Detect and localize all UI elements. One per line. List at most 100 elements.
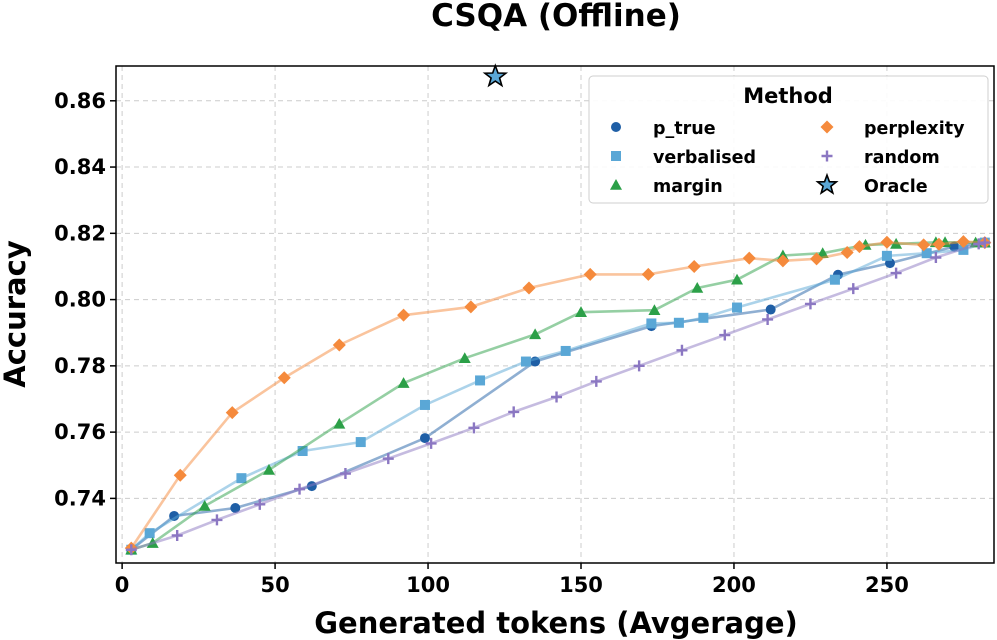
data-point [881,250,892,261]
data-point [719,329,731,341]
legend-item-perplexity: perplexity [820,119,965,139]
data-point [355,437,366,448]
data-point [397,377,410,388]
data-point [225,406,239,420]
data-point [932,237,946,251]
data-point [277,371,291,385]
data-point [425,437,437,449]
data-point [956,235,970,249]
y-tick-label: 0.86 [54,89,106,113]
data-point [810,252,824,266]
data-point [852,240,866,254]
data-point [890,267,902,279]
data-point [333,417,346,429]
data-point [633,360,645,372]
series-perplexity [124,235,992,555]
y-tick-label: 0.80 [54,288,106,312]
legend-marker [611,122,621,132]
legend-item-oracle: Oracle [815,172,928,197]
data-point [297,446,308,457]
x-axis-title: Generated tokens (Avgerage) [314,606,798,640]
legend-label: margin [653,177,723,197]
x-tick-label: 250 [865,573,909,597]
legend-marker [815,172,839,195]
data-point [804,298,816,310]
legend-box [588,75,989,204]
data-point [236,473,247,484]
data-point [419,433,430,444]
data-point [776,254,790,268]
data-point [211,514,223,526]
data-point [173,468,187,482]
legend-label: p_true [653,119,716,139]
data-point [560,345,571,356]
data-point [583,267,597,281]
legend-entries: p_true verbalised margin perplexity random Or… [610,119,965,197]
legend-item-p-true: p_true [611,119,716,139]
data-point [698,312,709,323]
series-line [130,241,985,551]
data-point [520,356,531,367]
data-point [339,468,351,480]
data-point [687,259,701,273]
data-point [508,406,520,418]
data-point [198,500,211,511]
data-point [762,313,774,325]
data-point [262,463,275,475]
data-point [551,391,563,403]
data-point [921,248,932,259]
data-point [648,304,661,315]
plot-frame [115,65,995,564]
y-tick-label: 0.76 [54,420,106,444]
legend-marker [821,150,833,162]
x-tick-label: 0 [115,573,130,597]
data-point [125,544,137,556]
data-point [641,267,655,281]
data-point [475,375,486,386]
ticks: 0 50 100 150 200 250 0.74 0.76 0.78 0.80 0.82 0.84 0… [54,89,909,597]
data-point [691,281,704,293]
legend-title: Method [743,84,833,108]
data-point [673,317,684,328]
y-tick-label: 0.82 [54,221,106,245]
data-point [742,251,756,265]
data-point [829,274,840,285]
series-random [125,237,991,556]
legend-marker [611,151,621,161]
data-point [522,281,536,295]
y-tick-label: 0.84 [54,155,106,179]
x-tick-label: 100 [406,573,450,597]
data-point [464,300,478,314]
data-point [382,453,394,465]
data-point [917,238,931,252]
legend-marker [820,120,834,134]
chart-title: CSQA (Offline) [431,0,681,34]
data-point [575,306,588,317]
data-point [880,235,894,249]
legend-label: Oracle [864,177,928,197]
data-point [732,302,743,313]
data-point [816,247,829,259]
data-point [332,338,346,352]
data-point [529,328,542,340]
data-point [847,283,859,295]
legend-label: verbalised [653,148,756,168]
data-point [171,529,183,541]
series-line [130,241,986,551]
data-point [144,528,155,539]
data-point [840,246,854,260]
y-tick-label: 0.78 [54,354,106,378]
legend-label: random [864,148,940,168]
data-point [458,352,471,364]
legend-item-random: random [821,148,940,168]
data-point [397,308,411,322]
data-point [230,502,241,513]
y-tick-label: 0.74 [54,486,106,510]
data-point [731,273,744,285]
data-point [979,237,991,249]
legend-marker [610,179,622,190]
data-point [930,252,942,264]
series-layer [124,63,992,556]
data-point [973,238,985,250]
